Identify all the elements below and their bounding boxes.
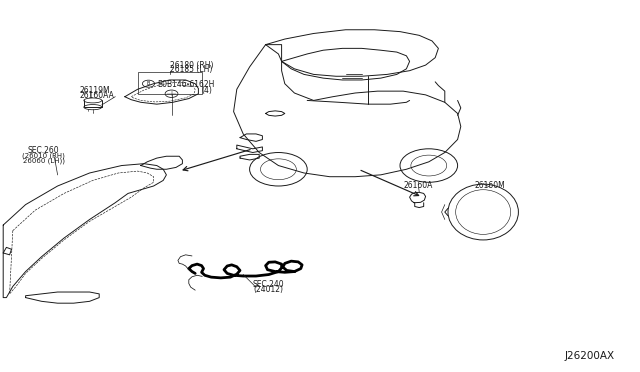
Text: 26160M: 26160M <box>474 182 505 190</box>
Text: 26185 (LH): 26185 (LH) <box>170 65 212 74</box>
Text: 26119M: 26119M <box>80 86 111 95</box>
Text: (24012): (24012) <box>254 285 284 294</box>
Text: (4): (4) <box>202 86 212 94</box>
Text: SEC.240: SEC.240 <box>253 280 285 289</box>
Text: (26010 (RH): (26010 (RH) <box>22 152 65 159</box>
Text: B0B146-6162H: B0B146-6162H <box>157 80 214 89</box>
Text: 26160A: 26160A <box>404 182 433 190</box>
Text: 26180 (RH): 26180 (RH) <box>170 61 213 70</box>
Bar <box>138 72 202 94</box>
Text: J26200AX: J26200AX <box>564 351 614 361</box>
Text: B: B <box>147 81 150 86</box>
Text: 26060 (LH)): 26060 (LH)) <box>22 157 65 164</box>
Text: 26160AA: 26160AA <box>80 91 115 100</box>
Text: SEC.260: SEC.260 <box>28 146 60 155</box>
